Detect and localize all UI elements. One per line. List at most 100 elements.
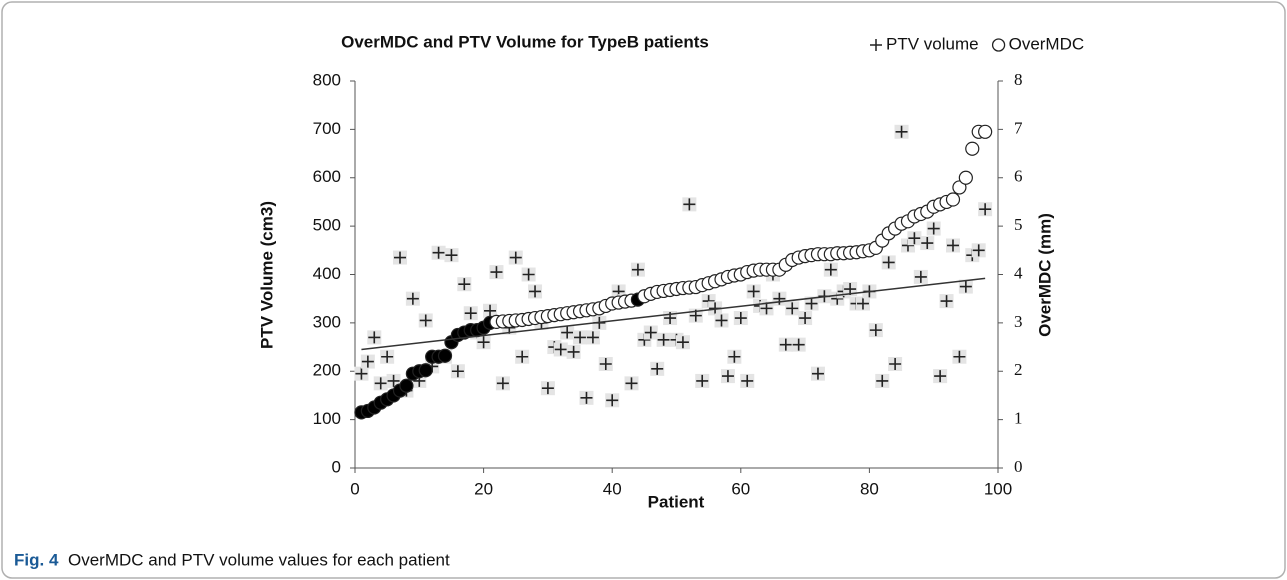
marker-plus <box>869 324 882 337</box>
ptv-point <box>483 303 498 318</box>
marker-plus <box>394 251 407 264</box>
marker-plus <box>586 331 599 344</box>
marker-plus <box>946 239 959 252</box>
ptv-point <box>978 202 993 217</box>
legend-item: PTV volume <box>870 34 979 53</box>
marker-plus <box>972 244 985 257</box>
marker-plus <box>606 394 619 407</box>
ptv-point <box>579 390 594 405</box>
ptv-point <box>740 373 755 388</box>
marker-plus <box>696 374 709 387</box>
ptv-point <box>624 376 639 391</box>
marker-plus <box>484 304 497 317</box>
legend-item: OverMDC <box>991 34 1084 53</box>
ptv-point <box>495 376 510 391</box>
marker-plus <box>799 312 812 325</box>
marker-plus <box>381 350 394 363</box>
marker-plus <box>599 357 612 370</box>
marker-plus <box>496 377 509 390</box>
ptv-point <box>367 330 382 345</box>
legend-label: PTV volume <box>886 34 979 53</box>
marker-plus <box>522 268 535 281</box>
ptv-point <box>643 325 658 340</box>
ptv-point <box>598 356 613 371</box>
chart-title: OverMDC and PTV Volume for TypeB patient… <box>341 32 709 51</box>
marker-plus <box>927 222 940 235</box>
y-tick-label: 700 <box>313 119 341 138</box>
marker-plus <box>516 350 529 363</box>
marker-plus <box>651 362 664 375</box>
ptv-point <box>566 344 581 359</box>
ptv-point <box>373 376 388 391</box>
ptv-point <box>855 296 870 311</box>
ptv-point <box>457 277 472 292</box>
marker-plus <box>747 285 760 298</box>
marker-plus <box>361 355 374 368</box>
ptv-point <box>393 250 408 265</box>
marker-plus <box>445 249 458 262</box>
overmdc-point <box>978 124 993 139</box>
ptv-point <box>714 313 729 328</box>
overmdc-point <box>399 378 414 393</box>
marker-plus <box>529 285 542 298</box>
marker-plus <box>580 391 593 404</box>
ptv-point <box>476 335 491 350</box>
ptv-point <box>695 373 710 388</box>
marker-plus <box>760 302 773 315</box>
marker-plus <box>432 246 445 259</box>
ptv-point <box>733 311 748 326</box>
marker-plus <box>509 251 522 264</box>
x-tick-label: 100 <box>984 479 1012 498</box>
x-tick-label: 60 <box>731 479 750 498</box>
marker-plus <box>856 297 869 310</box>
ptv-point <box>785 301 800 316</box>
marker-plus <box>779 338 792 351</box>
ptv-point <box>405 291 420 306</box>
ptv-point <box>489 265 504 280</box>
marker-plus <box>561 326 574 339</box>
overmdc-point <box>965 141 980 156</box>
y2-tick-label: 7 <box>1014 118 1023 137</box>
marker-plus <box>786 302 799 315</box>
ptv-point <box>450 364 465 379</box>
y-tick-label: 800 <box>313 70 341 89</box>
marker-plus <box>574 331 587 344</box>
marker-plus <box>940 295 953 308</box>
marker-plus <box>458 278 471 291</box>
ptv-point <box>560 325 575 340</box>
ptv-point <box>418 313 433 328</box>
y2-tick-label: 2 <box>1014 360 1023 379</box>
legend-marker <box>991 38 1006 52</box>
marker-plus <box>805 297 818 310</box>
ptv-point <box>605 393 620 408</box>
ptv-point <box>431 245 446 260</box>
legend-marker <box>870 39 882 51</box>
marker-plus <box>959 280 972 293</box>
ptv-point <box>772 291 787 306</box>
x-tick-label: 40 <box>603 479 622 498</box>
marker-plus <box>406 292 419 305</box>
marker-plus <box>631 263 644 276</box>
marker-plus <box>355 367 368 380</box>
x-tick-label: 0 <box>350 479 359 498</box>
y2-tick-label: 6 <box>1014 167 1023 186</box>
ptv-point <box>528 284 543 299</box>
ptv-point <box>913 269 928 284</box>
ptv-point <box>926 221 941 236</box>
ptv-point <box>933 369 948 384</box>
marker-plus <box>625 377 638 390</box>
y-tick-label: 0 <box>332 457 341 476</box>
ptv-point <box>720 369 735 384</box>
marker-plus <box>889 357 902 370</box>
y-tick-label: 500 <box>313 216 341 235</box>
marker-plus <box>811 367 824 380</box>
marker-plus <box>374 377 387 390</box>
marker-plus <box>477 336 490 349</box>
ptv-point <box>656 332 671 347</box>
y2-tick-label: 5 <box>1014 215 1023 234</box>
caption-label: Fig. 4 <box>14 550 59 569</box>
marker-plus <box>541 382 554 395</box>
marker-plus <box>464 307 477 320</box>
y2-tick-label: 3 <box>1014 312 1023 331</box>
